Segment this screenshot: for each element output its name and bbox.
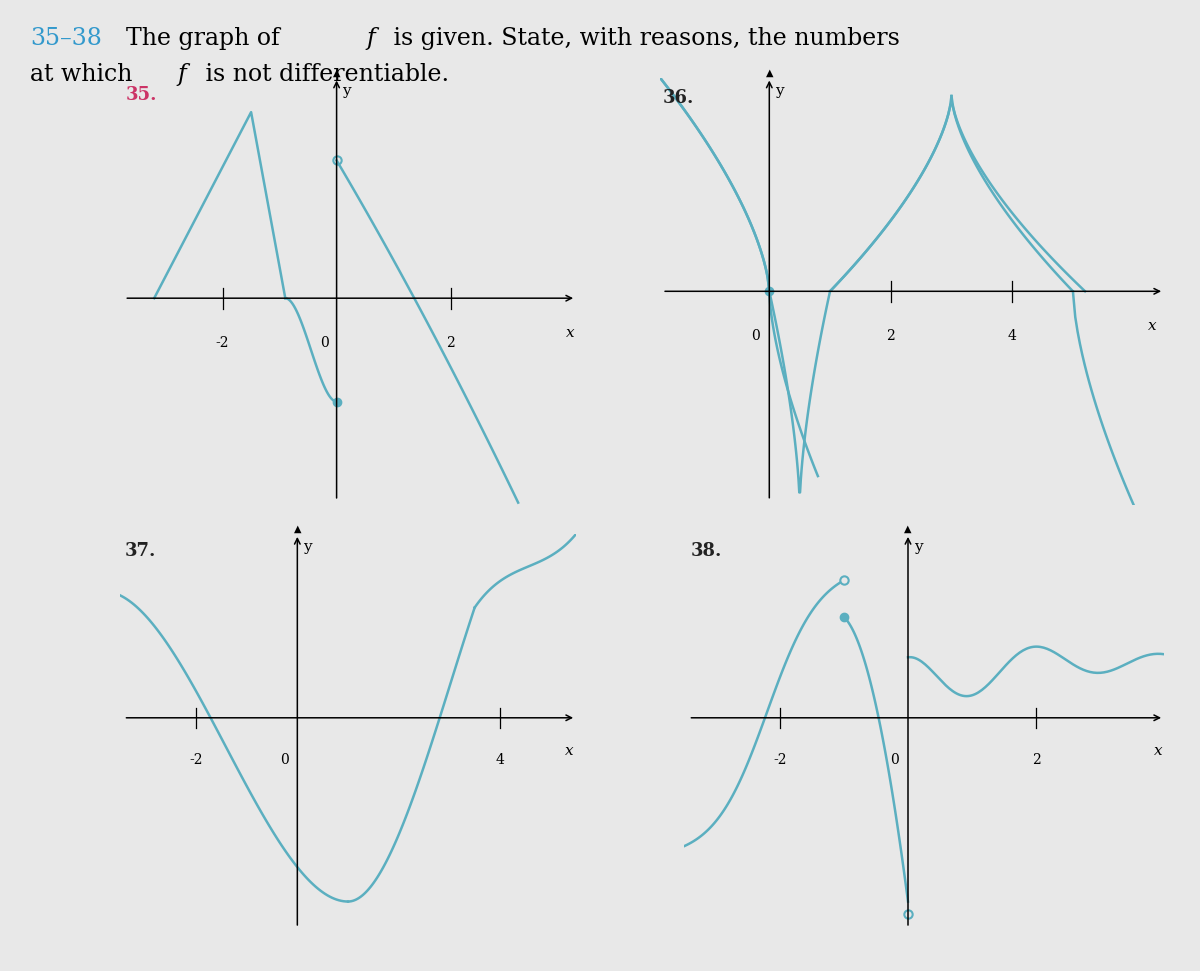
Text: -2: -2 — [216, 336, 229, 350]
Text: y: y — [302, 540, 312, 553]
Text: 0: 0 — [281, 753, 289, 767]
Text: x: x — [565, 744, 574, 757]
Text: 2: 2 — [446, 336, 455, 350]
Text: The graph of: The graph of — [126, 27, 287, 50]
Text: 2: 2 — [887, 328, 895, 343]
Text: ▲: ▲ — [294, 524, 301, 534]
Text: ▲: ▲ — [905, 524, 912, 534]
Text: is not differentiable.: is not differentiable. — [198, 63, 449, 86]
Text: 36.: 36. — [664, 89, 695, 108]
Text: y: y — [775, 84, 784, 98]
Text: -2: -2 — [773, 753, 787, 767]
Text: 37.: 37. — [125, 542, 156, 560]
Text: f: f — [366, 27, 374, 50]
Text: 38.: 38. — [690, 542, 721, 560]
Text: 4: 4 — [1008, 328, 1016, 343]
Text: x: x — [1153, 744, 1163, 757]
Text: 2: 2 — [1032, 753, 1040, 767]
Text: 0: 0 — [751, 328, 761, 343]
Text: 0: 0 — [890, 753, 899, 767]
Text: 35.: 35. — [126, 85, 157, 104]
Text: 4: 4 — [496, 753, 504, 767]
Text: ▲: ▲ — [332, 68, 341, 78]
Text: at which: at which — [30, 63, 140, 86]
Text: y: y — [342, 84, 350, 98]
Text: is given. State, with reasons, the numbers: is given. State, with reasons, the numbe… — [386, 27, 900, 50]
Text: 35–38: 35–38 — [30, 27, 102, 50]
Text: f: f — [178, 63, 186, 86]
Text: y: y — [913, 540, 923, 553]
Text: -2: -2 — [190, 753, 203, 767]
Text: ▲: ▲ — [766, 68, 773, 78]
Text: x: x — [566, 326, 575, 340]
Text: 0: 0 — [319, 336, 329, 350]
Text: x: x — [1148, 319, 1157, 333]
